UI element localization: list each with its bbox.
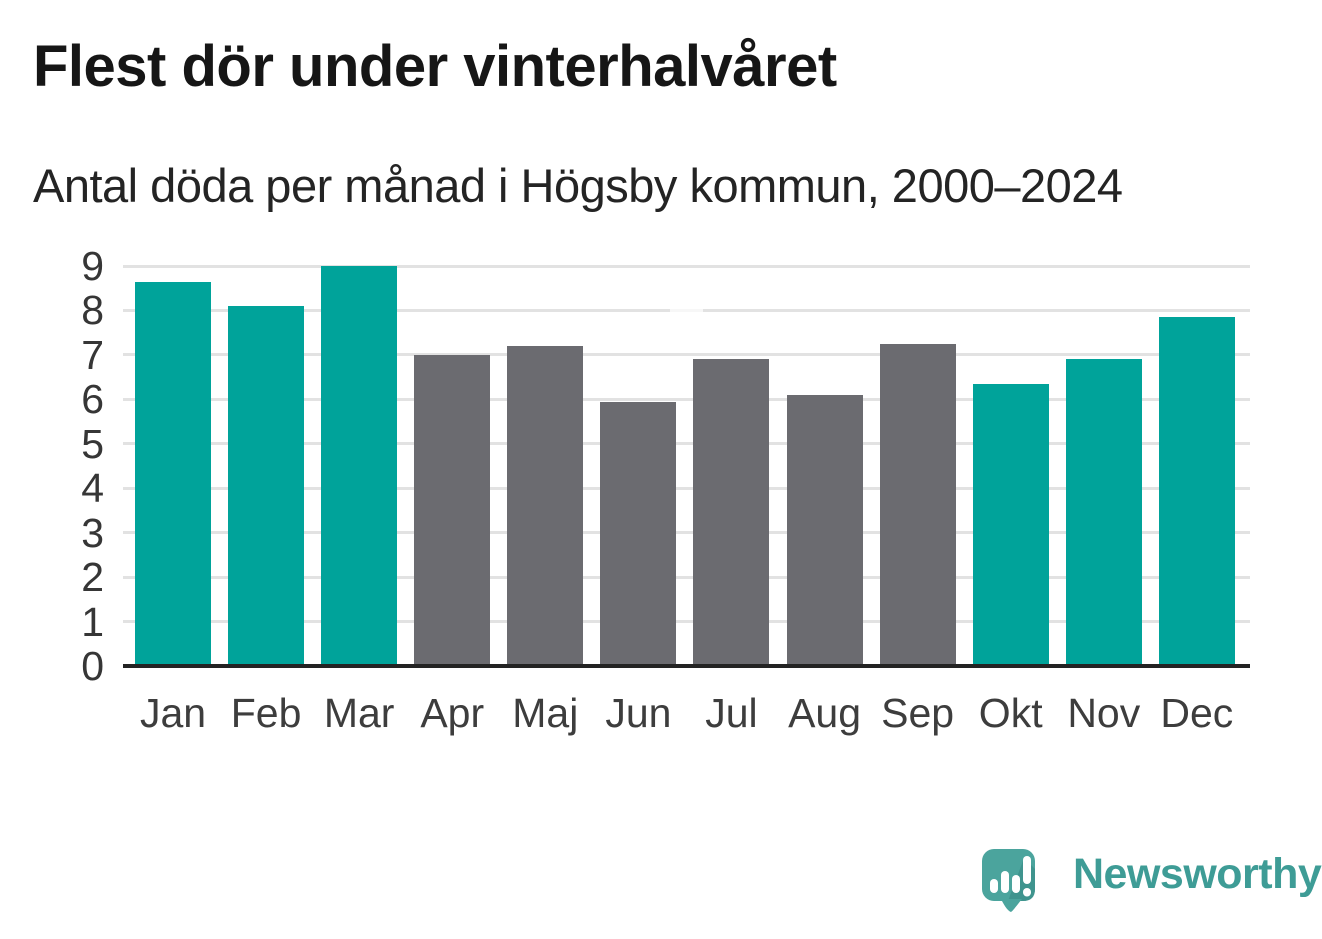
gridline-1 [123,620,1250,624]
x-axis-line [123,664,1250,668]
x-label-jun: Jun [605,690,672,736]
y-tick-label-2: 2 [81,554,104,601]
gridline-3 [123,531,1250,535]
newsworthy-logo: Newsworthy [981,847,1322,915]
x-label-nov: Nov [1067,690,1141,736]
bars-container [135,266,1235,666]
x-label-feb: Feb [230,690,302,736]
x-label-mar: Mar [323,690,395,736]
gridline-5 [123,442,1250,446]
bar-maj [507,346,584,666]
gridline-4 [123,486,1250,490]
x-axis-labels: Jan Feb Mar Apr Maj Jun Jul Aug Sep Okt Nov Dec [135,690,1235,737]
y-tick-label-7: 7 [81,331,104,378]
gridline-2 [123,575,1250,579]
y-tick-label-4: 4 [81,465,104,512]
bar-mar [321,266,398,666]
x-label-okt: Okt [978,690,1043,736]
y-tick-label-3: 3 [81,509,104,556]
plot-area: Jan Feb Mar Apr Maj Jun Jul Aug Sep Okt Nov Dec [123,264,1250,736]
gridline-9 [123,264,1250,268]
y-tick-label-0: 0 [81,643,104,689]
gridline-6 [123,397,1250,401]
y-tick-label-8: 8 [81,287,104,334]
bar-apr [414,354,491,666]
bar-jul [693,359,770,666]
x-label-maj: Maj [512,690,579,736]
bar-sep [879,343,956,666]
y-tick-label-1: 1 [81,598,104,645]
x-label-dec: Dec [1160,690,1234,736]
newsworthy-wordmark: Newsworthy [1073,850,1322,898]
gridline-gap-artifact [670,308,703,312]
chart-subtitle: Antal döda per månad i Högsby kommun, 20… [33,159,1123,212]
y-tick-label-6: 6 [81,376,104,423]
bar-jun [600,401,677,666]
bar-feb [228,306,305,666]
y-tick-label-9: 9 [81,243,104,289]
newsworthy-icon [982,849,1035,912]
bar-nov [1065,359,1142,666]
bar-okt [972,383,1049,666]
bar-dec [1158,317,1235,666]
bar-aug [786,394,863,666]
x-label-sep: Sep [881,690,955,736]
chart-title: Flest dör under vinterhalvåret [33,34,837,99]
x-label-aug: Aug [788,690,862,736]
x-label-jan: Jan [139,690,207,736]
x-label-jul: Jul [705,690,758,736]
y-tick-label-5: 5 [81,420,104,467]
bar-jan [135,281,211,666]
gridline-7 [123,353,1250,357]
x-label-apr: Apr [420,690,485,736]
